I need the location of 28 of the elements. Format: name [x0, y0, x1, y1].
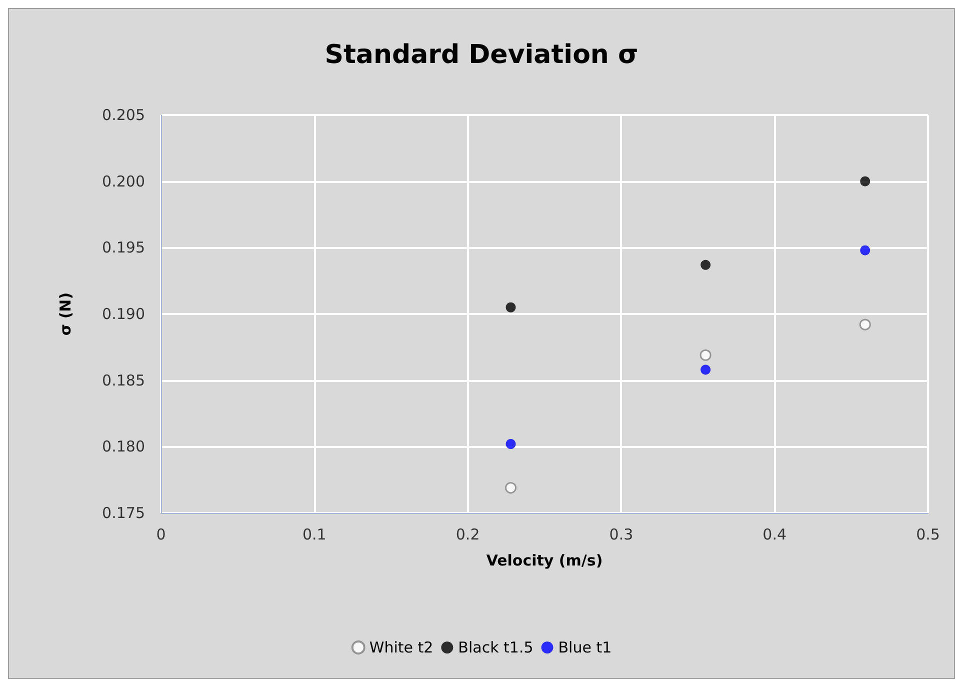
- x-tick-label: 0.4: [762, 526, 787, 544]
- x-tick-label: 0.2: [456, 526, 480, 544]
- x-tick-label: 0.5: [916, 526, 940, 544]
- chart-title: Standard Deviation σ: [324, 40, 638, 70]
- x-tick-label: 0.3: [609, 526, 634, 544]
- point: [506, 439, 516, 450]
- point: [700, 349, 712, 361]
- y-tick-label: 0.180: [102, 438, 145, 456]
- y-axis-title: σ (N): [56, 292, 74, 336]
- x-tick-label: 0: [156, 526, 166, 544]
- y-tick-label: 0.190: [102, 305, 145, 323]
- x-axis-title: Velocity (m/s): [486, 552, 603, 570]
- point: [860, 176, 870, 186]
- y-tick-label: 0.185: [102, 371, 145, 390]
- y-tick-label: 0.175: [102, 504, 145, 522]
- y-tick-label: 0.205: [102, 106, 145, 124]
- legend-label: Blue t1: [558, 638, 612, 656]
- point: [859, 318, 871, 330]
- y-tick-label: 0.200: [102, 172, 145, 190]
- point: [700, 260, 711, 270]
- x-tick-label: 0.1: [302, 526, 326, 544]
- point: [505, 482, 516, 494]
- point: [506, 302, 516, 312]
- legend-label: Black t1.5: [458, 638, 534, 656]
- point: [860, 245, 870, 256]
- y-tick-label: 0.195: [102, 238, 145, 257]
- legend-label: White t2: [369, 638, 434, 656]
- point: [700, 364, 711, 375]
